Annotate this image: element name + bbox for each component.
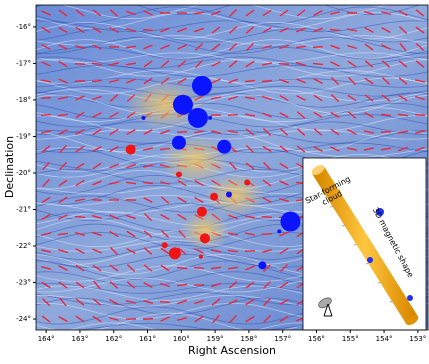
point (258, 261, 266, 269)
x-tick-label: 153° (409, 335, 426, 343)
x-tick-label: 155° (342, 335, 359, 343)
point (199, 255, 203, 259)
x-axis-title: Right Ascension (188, 344, 276, 357)
point (197, 207, 207, 217)
x-tick-label: 158° (240, 335, 257, 343)
point (244, 179, 250, 185)
y-tick-label: -23° (16, 279, 31, 287)
x-tick-label: 160° (173, 335, 190, 343)
polarization-dash (143, 30, 153, 31)
x-tick-label: 154° (376, 335, 393, 343)
polarization-dash (313, 47, 323, 48)
polarization-dash (160, 13, 170, 14)
y-axis-title: Declination (3, 136, 16, 198)
polarization-dash (177, 132, 187, 133)
point (192, 76, 212, 96)
x-tick-label: 162° (105, 335, 122, 343)
point (277, 229, 281, 233)
y-tick-label: -22° (16, 242, 31, 250)
point (176, 171, 182, 177)
point (210, 193, 218, 201)
y-tick-label: -19° (16, 132, 31, 140)
point (200, 233, 210, 243)
point (162, 242, 168, 248)
x-tick-label: 163° (71, 335, 88, 343)
polarization-dash (330, 30, 340, 31)
polarization-dash (194, 268, 204, 269)
point (188, 108, 208, 128)
point (280, 212, 300, 232)
polarization-dash (160, 302, 170, 303)
y-tick-label: -17° (16, 59, 31, 67)
point (226, 192, 232, 198)
y-tick-label: -20° (16, 169, 31, 177)
polarization-dash (41, 98, 51, 99)
polarization-dash (245, 251, 255, 252)
polarization-dash (143, 319, 153, 320)
polarization-dash (75, 217, 85, 218)
x-tick-label: 159° (207, 335, 224, 343)
x-tick-label: 157° (274, 335, 291, 343)
polarization-dash (279, 64, 289, 65)
point (217, 140, 231, 154)
y-tick-label: -18° (16, 96, 31, 104)
x-tick-label: 161° (139, 335, 156, 343)
polarization-dash (262, 217, 272, 218)
polarization-dash (41, 115, 51, 116)
y-tick-label: -21° (16, 205, 31, 213)
polarization-dash (75, 64, 85, 65)
x-tick-label: 156° (308, 335, 325, 343)
y-tick-label: -16° (16, 23, 31, 31)
point (208, 116, 212, 120)
point (172, 136, 186, 150)
point (169, 247, 181, 259)
polarization-dash (228, 115, 238, 116)
x-tick-label: 164° (38, 335, 55, 343)
polarization-dash (415, 115, 425, 116)
point (126, 145, 136, 155)
inset (303, 158, 426, 330)
point (141, 116, 145, 120)
y-tick-label: -24° (16, 315, 31, 323)
